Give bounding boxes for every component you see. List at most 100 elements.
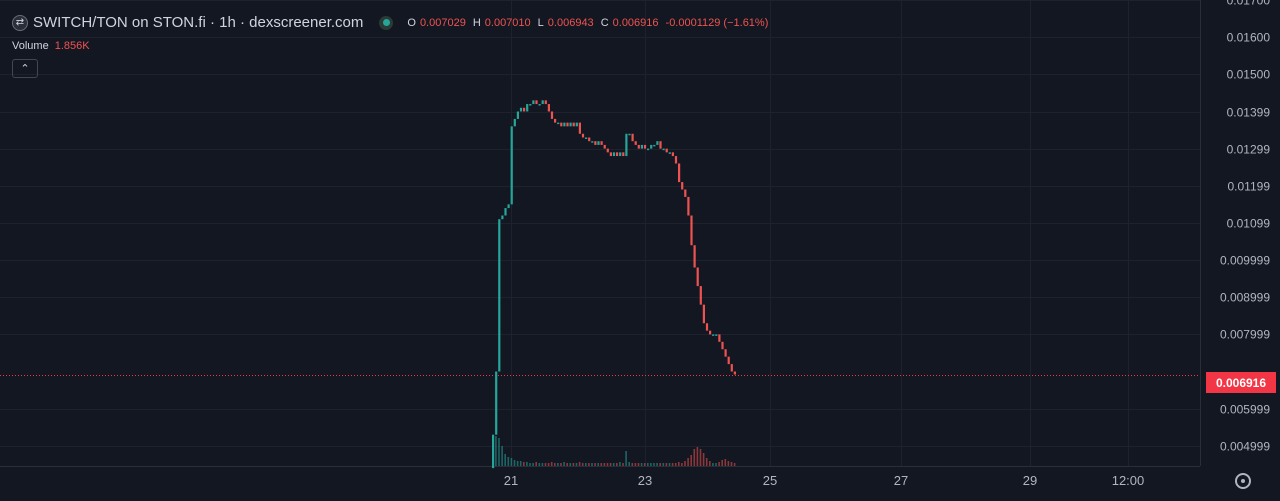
volume-bar bbox=[581, 463, 584, 466]
time-tick-label: 25 bbox=[763, 473, 777, 488]
price-candle bbox=[712, 334, 715, 336]
price-candle bbox=[507, 204, 510, 209]
volume-bar bbox=[557, 463, 559, 466]
volume-bar bbox=[547, 463, 550, 466]
volume-bar bbox=[674, 463, 677, 466]
time-tick-label: 12:00 bbox=[1112, 473, 1145, 488]
price-candle bbox=[702, 304, 705, 324]
price-candle bbox=[594, 141, 597, 145]
price-candle bbox=[733, 371, 736, 375]
volume-bar bbox=[529, 463, 531, 466]
volume-bar bbox=[495, 436, 497, 466]
high-value: 0.007010 bbox=[484, 16, 531, 29]
price-candle bbox=[724, 349, 727, 357]
volume-bar bbox=[637, 463, 640, 466]
price-candle bbox=[535, 100, 538, 105]
price-candle bbox=[557, 122, 560, 125]
volume-legend: Volume 1.856K bbox=[12, 40, 90, 52]
price-tick-label: 0.01299 bbox=[1227, 143, 1271, 157]
price-candle bbox=[721, 341, 724, 350]
volume-bar bbox=[544, 463, 547, 466]
price-candle bbox=[612, 152, 616, 157]
price-candle bbox=[538, 104, 541, 106]
price-candle bbox=[634, 141, 637, 145]
price-candle bbox=[619, 152, 622, 157]
volume-bar bbox=[603, 463, 606, 466]
volume-bar bbox=[541, 463, 544, 466]
price-tick-label: 0.01700 bbox=[1227, 0, 1271, 8]
price-candle bbox=[510, 126, 513, 205]
volume-bar bbox=[566, 463, 568, 466]
price-candle bbox=[643, 144, 647, 149]
volume-bar bbox=[724, 459, 727, 466]
price-candle bbox=[492, 434, 495, 469]
volume-bar bbox=[684, 461, 686, 466]
collapse-legend-button[interactable]: ⌃ bbox=[12, 59, 38, 78]
volume-bar bbox=[634, 463, 637, 466]
volume-bar bbox=[591, 463, 593, 466]
price-candle bbox=[541, 100, 544, 105]
volume-bar bbox=[656, 463, 658, 466]
price-candle bbox=[526, 104, 529, 112]
volume-bar bbox=[693, 449, 696, 466]
price-candle bbox=[544, 100, 547, 105]
price-candle bbox=[718, 334, 721, 342]
volume-bar bbox=[507, 457, 510, 466]
price-candle bbox=[581, 133, 585, 138]
volume-bar bbox=[597, 463, 599, 466]
volume-bar bbox=[678, 462, 680, 466]
volume-bar bbox=[585, 463, 587, 466]
price-candle bbox=[523, 107, 526, 112]
price-candle bbox=[600, 141, 603, 145]
volume-bar bbox=[513, 460, 516, 466]
price-candle bbox=[690, 215, 693, 246]
volume-bar bbox=[578, 462, 581, 466]
symbol-title: SWITCH/TON on STON.fi · 1h · dexscreener… bbox=[33, 14, 364, 31]
price-candle bbox=[699, 286, 702, 305]
volume-bar bbox=[532, 463, 534, 466]
volume-bar bbox=[498, 438, 500, 466]
price-candle bbox=[709, 330, 712, 335]
volume-bar bbox=[516, 461, 519, 466]
price-candle bbox=[662, 148, 665, 151]
price-tick-label: 0.01199 bbox=[1228, 180, 1271, 194]
volume-bar bbox=[699, 449, 702, 466]
volume-bar bbox=[609, 463, 612, 466]
time-axis: 21 23 25 27 29 12:00 bbox=[504, 473, 1145, 488]
volume-bar bbox=[538, 463, 541, 466]
price-candle bbox=[705, 323, 709, 331]
close-value: 0.006916 bbox=[612, 16, 659, 29]
price-candle bbox=[609, 152, 612, 157]
price-tick-label: 0.01099 bbox=[1227, 217, 1271, 231]
time-tick-label: 23 bbox=[638, 473, 652, 488]
time-tick-label: 27 bbox=[894, 473, 908, 488]
time-tick-label: 29 bbox=[1023, 473, 1037, 488]
current-price-value: 0.006916 bbox=[1215, 375, 1267, 390]
price-tick-label: 0.009999 bbox=[1220, 254, 1270, 268]
volume-bar bbox=[628, 462, 630, 466]
price-axis: 0.01700 0.01600 0.01500 0.01399 0.01299 0.011… bbox=[1220, 0, 1270, 454]
volume-bar bbox=[709, 461, 711, 466]
time-tick-label: 21 bbox=[504, 473, 518, 488]
price-candle bbox=[637, 144, 640, 149]
volume-bar bbox=[519, 461, 522, 466]
live-status-icon bbox=[379, 15, 394, 30]
price-tick-label: 0.005999 bbox=[1220, 403, 1270, 417]
volume-bar bbox=[560, 463, 562, 466]
price-candle bbox=[603, 144, 606, 149]
volume-bar bbox=[653, 463, 655, 466]
high-label: H bbox=[472, 16, 481, 29]
volume-bar bbox=[575, 463, 578, 466]
chart-settings-icon[interactable] bbox=[1235, 473, 1251, 489]
volume-bar bbox=[594, 463, 596, 466]
volume-bar bbox=[730, 462, 733, 466]
price-candle bbox=[572, 122, 575, 127]
volume-bar bbox=[712, 463, 714, 466]
price-candle bbox=[622, 152, 625, 157]
volume-bar bbox=[702, 453, 705, 466]
volume-bar bbox=[572, 463, 575, 466]
price-candle bbox=[668, 152, 671, 154]
price-candle bbox=[504, 208, 507, 216]
volume-bar bbox=[563, 462, 565, 466]
